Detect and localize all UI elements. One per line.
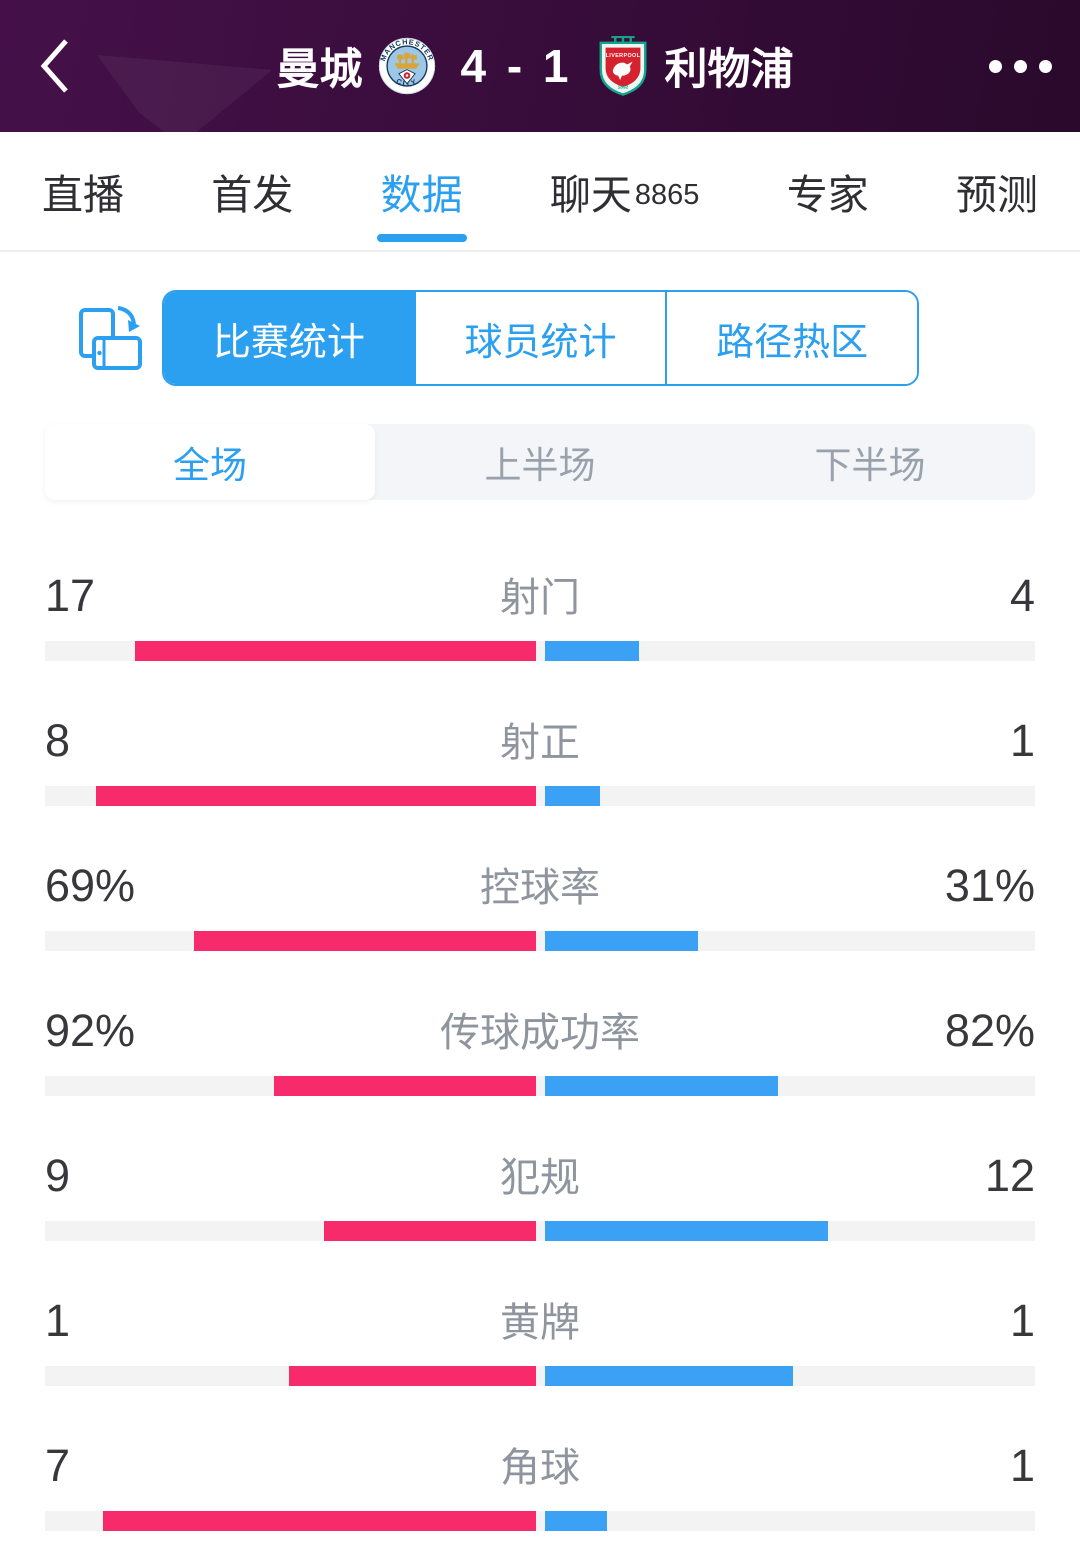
stat-row-shots: 17 射门 4 bbox=[0, 516, 1080, 661]
nav-tab-data[interactable]: 数据 bbox=[376, 132, 467, 250]
liverpool-badge-icon: LIVERPOOL 1892 bbox=[599, 36, 646, 96]
stat-labels: 1 黄牌 1 bbox=[45, 1295, 1035, 1349]
stat-label: 射门 bbox=[500, 576, 580, 620]
nav-tab-predict[interactable]: 预测 bbox=[956, 132, 1038, 250]
match-score: 4 - 1 bbox=[460, 40, 573, 92]
ellipsis-icon bbox=[1038, 59, 1052, 73]
back-button[interactable] bbox=[0, 0, 110, 132]
stat-label: 角球 bbox=[500, 1446, 580, 1490]
stat-labels: 17 射门 4 bbox=[45, 570, 1035, 624]
away-value: 4 bbox=[1009, 570, 1035, 621]
period-tabs: 全场 上半场 下半场 bbox=[45, 424, 1035, 500]
home-value: 17 bbox=[45, 570, 96, 621]
stat-label: 控球率 bbox=[480, 866, 600, 910]
nav-tab-expert[interactable]: 专家 bbox=[787, 132, 869, 250]
period-tab-first-half[interactable]: 上半场 bbox=[484, 445, 596, 486]
stat-labels: 7 角球 1 bbox=[45, 1440, 1035, 1494]
svg-text:1892: 1892 bbox=[617, 84, 628, 90]
nav-tab-label: 聊天 bbox=[549, 172, 632, 218]
match-title: 曼城 MANCHESTER CITY bbox=[110, 35, 960, 97]
manchester-city-badge-icon: MANCHESTER CITY bbox=[379, 37, 436, 95]
stat-label: 黄牌 bbox=[500, 1301, 580, 1345]
stat-bar-track bbox=[45, 1221, 1035, 1241]
more-options-button[interactable] bbox=[960, 0, 1080, 132]
away-value: 12 bbox=[984, 1150, 1035, 1201]
ellipsis-icon bbox=[988, 59, 1002, 73]
away-bar bbox=[545, 1511, 607, 1531]
stat-row-pass-accuracy: 92% 传球成功率 82% bbox=[0, 951, 1080, 1096]
rotate-device-icon bbox=[79, 306, 142, 370]
match-stats-list: 17 射门 4 8 射正 1 69% 控球率 31% 92% 传球成功率 82% 9 犯规 12 1 黄牌 1 7 角… bbox=[0, 500, 1080, 1531]
home-value: 8 bbox=[45, 715, 71, 766]
segment-heatmap[interactable]: 路径热区 bbox=[665, 292, 917, 384]
main-nav-tabs: 直播 首发 数据 聊天 8865 专家 预测 bbox=[0, 132, 1080, 252]
away-team-name: 利物浦 bbox=[664, 46, 794, 94]
home-value: 7 bbox=[45, 1440, 71, 1491]
nav-tab-label: 直播 bbox=[42, 172, 124, 218]
period-tab-full[interactable]: 全场 bbox=[45, 424, 375, 500]
stat-label: 犯规 bbox=[500, 1156, 580, 1200]
home-bar bbox=[274, 1076, 536, 1096]
rotate-screen-button[interactable] bbox=[76, 299, 142, 377]
home-bar bbox=[96, 786, 536, 806]
away-bar bbox=[545, 1076, 779, 1096]
home-bar bbox=[288, 1366, 536, 1386]
stats-type-segmented-control: 比赛统计 球员统计 路径热区 bbox=[162, 290, 919, 386]
home-value: 1 bbox=[45, 1295, 71, 1346]
home-value: 69% bbox=[45, 860, 136, 911]
stat-row-corners: 7 角球 1 bbox=[0, 1386, 1080, 1531]
stat-bar-track bbox=[45, 1366, 1035, 1386]
nav-tab-live[interactable]: 直播 bbox=[42, 132, 124, 250]
home-value: 9 bbox=[45, 1150, 71, 1201]
stat-bar-track bbox=[45, 786, 1035, 806]
stat-row-possession: 69% 控球率 31% bbox=[0, 806, 1080, 951]
home-bar bbox=[194, 931, 536, 951]
away-bar bbox=[545, 786, 600, 806]
ellipsis-icon bbox=[1013, 59, 1027, 73]
svg-text:LIVERPOOL: LIVERPOOL bbox=[605, 53, 640, 59]
segment-player-stats[interactable]: 球员统计 bbox=[413, 292, 666, 384]
stat-labels: 9 犯规 12 bbox=[45, 1150, 1035, 1204]
nav-tab-label: 预测 bbox=[956, 172, 1038, 218]
home-team-name: 曼城 bbox=[276, 46, 363, 94]
nav-tab-lineup[interactable]: 首发 bbox=[211, 132, 293, 250]
away-bar bbox=[545, 1366, 793, 1386]
stat-row-shots-on-target: 8 射正 1 bbox=[0, 661, 1080, 806]
stat-label: 传球成功率 bbox=[440, 1011, 640, 1055]
stat-row-yellow-cards: 1 黄牌 1 bbox=[0, 1241, 1080, 1386]
stat-labels: 92% 传球成功率 82% bbox=[45, 1005, 1035, 1059]
home-bar bbox=[135, 641, 536, 661]
stat-bar-track bbox=[45, 931, 1035, 951]
stat-bar-track bbox=[45, 1511, 1035, 1531]
stat-label: 射正 bbox=[500, 721, 580, 765]
away-bar bbox=[545, 641, 640, 661]
stats-toolbar: 比赛统计 球员统计 路径热区 bbox=[0, 290, 1080, 386]
home-bar bbox=[323, 1221, 536, 1241]
nav-tab-label: 专家 bbox=[786, 172, 869, 218]
nav-tab-count: 8865 bbox=[634, 178, 700, 211]
away-bar bbox=[545, 1221, 828, 1241]
nav-tab-chat[interactable]: 聊天 8865 bbox=[550, 132, 700, 250]
away-value: 1 bbox=[1009, 1440, 1035, 1491]
chevron-left-icon bbox=[40, 39, 68, 93]
period-tab-second-half[interactable]: 下半场 bbox=[814, 445, 926, 486]
segment-match-stats[interactable]: 比赛统计 bbox=[164, 292, 414, 384]
nav-tab-label: 数据 bbox=[380, 172, 463, 218]
stat-bar-track bbox=[45, 1076, 1035, 1096]
active-tab-underline bbox=[376, 234, 467, 242]
away-value: 82% bbox=[944, 1005, 1035, 1056]
nav-tab-label: 首发 bbox=[211, 172, 294, 218]
away-value: 1 bbox=[1009, 1295, 1035, 1346]
stat-labels: 8 射正 1 bbox=[45, 715, 1035, 769]
away-bar bbox=[545, 931, 699, 951]
stat-bar-track bbox=[45, 641, 1035, 661]
match-header: 曼城 MANCHESTER CITY bbox=[0, 0, 1080, 132]
stat-labels: 69% 控球率 31% bbox=[45, 860, 1035, 914]
away-value: 31% bbox=[944, 860, 1035, 911]
away-value: 1 bbox=[1009, 715, 1035, 766]
stat-row-fouls: 9 犯规 12 bbox=[0, 1096, 1080, 1241]
home-bar bbox=[102, 1511, 536, 1531]
home-value: 92% bbox=[45, 1005, 136, 1056]
